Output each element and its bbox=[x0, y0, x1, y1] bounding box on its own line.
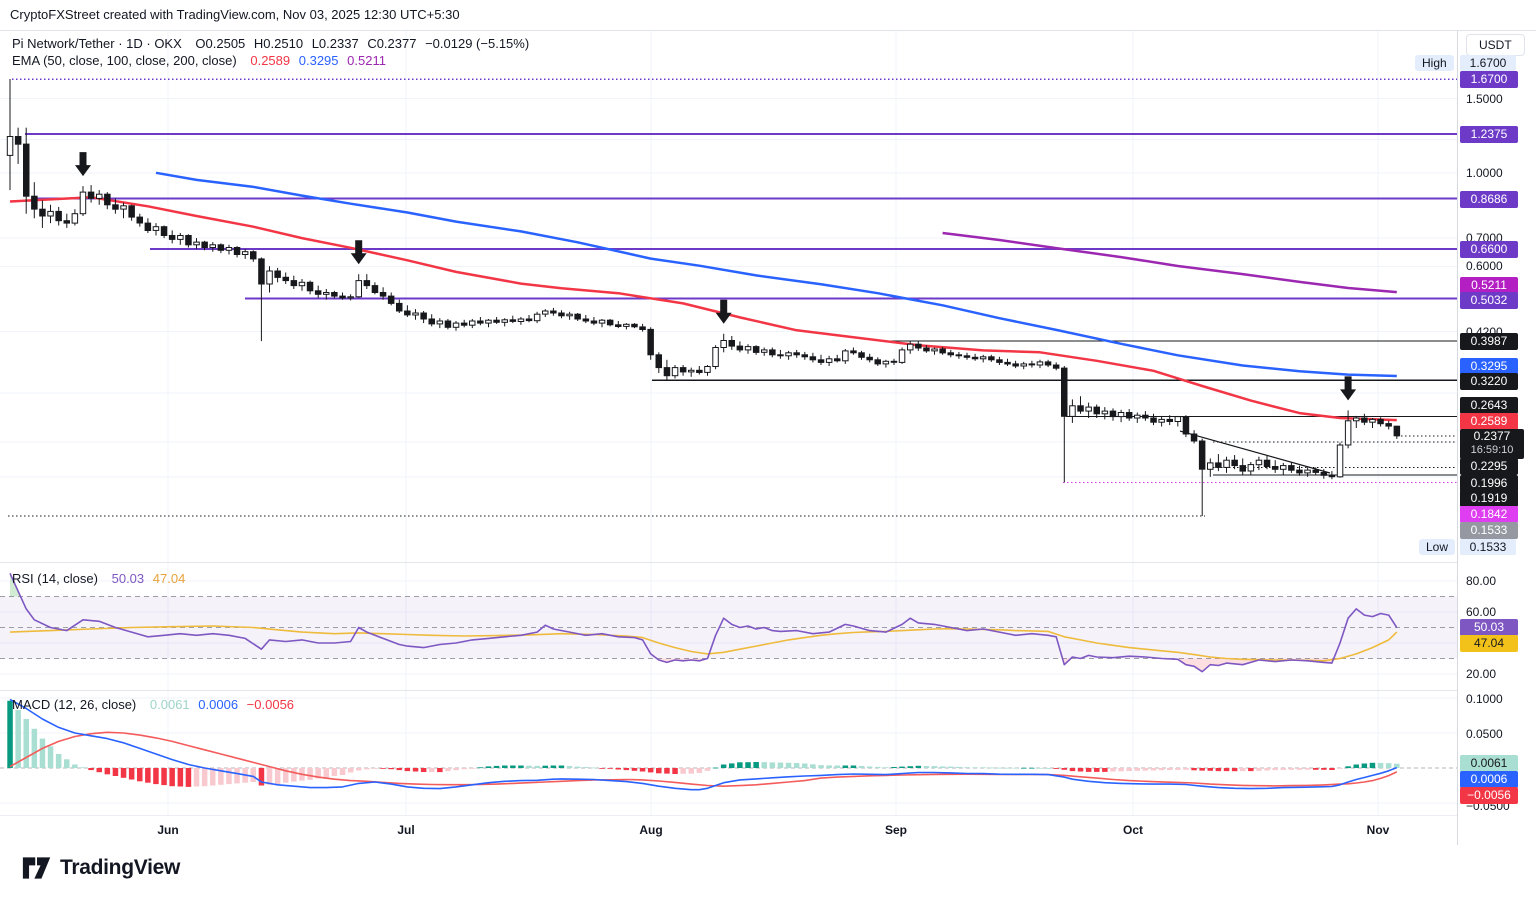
price-badge: 1.2375 bbox=[1460, 125, 1518, 143]
tradingview-mark-icon bbox=[22, 857, 51, 879]
down-arrow-icon bbox=[1340, 376, 1357, 401]
high-price-label: High bbox=[1415, 55, 1454, 71]
price-badge: 0.6600 bbox=[1460, 240, 1518, 258]
ema-row: EMA (50, close, 100, close, 200, close) … bbox=[12, 52, 534, 69]
rsi-ma-value: 47.04 bbox=[152, 571, 186, 586]
price-badge: 0.2377 16:59:10 bbox=[1460, 429, 1524, 459]
price-badge: 0.1919 bbox=[1460, 489, 1518, 507]
price-badge: 0.2589 bbox=[1460, 412, 1518, 430]
time-axis-label[interactable]: Nov bbox=[1366, 823, 1390, 837]
pane-separator-rsi[interactable] bbox=[0, 562, 1536, 563]
axis-price-label: 0.1000 bbox=[1466, 692, 1503, 706]
price-badge: 47.04 bbox=[1460, 634, 1518, 652]
symbol-title[interactable]: Pi Network/Tether · 1D · OKX bbox=[12, 36, 182, 51]
axis-price-label: 20.00 bbox=[1466, 667, 1497, 681]
macd-legend[interactable]: MACD (12, 26, close) 0.0061 0.0006 −0.00… bbox=[12, 696, 299, 713]
macd-histogram bbox=[7, 700, 1400, 787]
main-legend[interactable]: Pi Network/Tether · 1D · OKX O0.2505 H0.… bbox=[12, 35, 534, 69]
axis-price-label: 0.0500 bbox=[1466, 727, 1503, 741]
ohlc-low: L0.2337 bbox=[311, 36, 359, 51]
time-axis-label[interactable]: Aug bbox=[639, 823, 663, 837]
high-price-value: 1.6700 bbox=[1460, 55, 1516, 71]
pane-separator-macd[interactable] bbox=[0, 690, 1536, 691]
time-axis-label[interactable]: Jul bbox=[397, 823, 415, 837]
trendline bbox=[1179, 430, 1331, 474]
time-axis-label[interactable]: Jun bbox=[157, 823, 179, 837]
down-arrow-icon bbox=[350, 240, 367, 265]
price-badge: 0.0061 bbox=[1460, 754, 1518, 772]
price-badge: 0.8686 bbox=[1460, 190, 1518, 208]
macd-signal-value: −0.0056 bbox=[246, 697, 295, 712]
ema200-line bbox=[942, 231, 1397, 294]
price-badge: 0.3295 bbox=[1460, 357, 1518, 375]
axis-price-label: 60.00 bbox=[1466, 605, 1497, 619]
price-axis[interactable]: USDT 1.6700 0.1533 1.5000 1.0000 0.7000 0.6… bbox=[1457, 0, 1536, 845]
ema-label[interactable]: EMA (50, close, 100, close, 200, close) bbox=[12, 53, 237, 68]
price-badge: 0.2295 bbox=[1460, 457, 1518, 475]
price-badge: 1.6700 bbox=[1460, 70, 1518, 88]
rsi-line bbox=[9, 572, 1398, 673]
price-badge: 0.3220 bbox=[1460, 372, 1518, 390]
price-badge: 0.1996 bbox=[1460, 474, 1518, 492]
footer: TradingView bbox=[0, 846, 1536, 897]
ohlc-high: H0.2510 bbox=[253, 36, 304, 51]
price-levels bbox=[8, 78, 1457, 517]
price-badge: 0.2643 bbox=[1460, 396, 1518, 414]
low-price-value: 0.1533 bbox=[1460, 539, 1516, 555]
macd-signal-line bbox=[9, 731, 1398, 787]
change-value: −0.0129 (−5.15%) bbox=[425, 36, 530, 51]
ema200-value: 0.5211 bbox=[347, 53, 386, 68]
price-badge: 0.3987 bbox=[1460, 332, 1518, 350]
ema50-value: 0.2589 bbox=[250, 53, 291, 68]
ohlc-close: C0.2377 bbox=[367, 36, 417, 51]
ema100-value: 0.3295 bbox=[298, 53, 339, 68]
tradingview-brand-text: TradingView bbox=[60, 856, 181, 879]
down-arrow-markers bbox=[75, 152, 1357, 401]
rsi-legend[interactable]: RSI (14, close) 50.03 47.04 bbox=[12, 570, 190, 587]
header-bar: CryptoFXStreet created with TradingView.… bbox=[0, 0, 1536, 31]
ema50-line bbox=[9, 196, 1397, 422]
price-badge: 0.0006 bbox=[1460, 770, 1518, 788]
vertical-gridlines bbox=[167, 30, 1379, 815]
axis-price-label: 1.0000 bbox=[1466, 166, 1503, 180]
currency-toggle[interactable]: USDT bbox=[1466, 34, 1525, 56]
ema100-line bbox=[155, 171, 1397, 378]
macd-label[interactable]: MACD (12, 26, close) bbox=[12, 697, 137, 712]
rsi-ma-line bbox=[9, 625, 1398, 662]
down-arrow-icon bbox=[715, 299, 732, 324]
axis-price-label: 1.5000 bbox=[1466, 92, 1503, 106]
price-badge: 0.5211 bbox=[1460, 276, 1518, 294]
chart-canvas[interactable] bbox=[0, 0, 1457, 845]
symbol-row: Pi Network/Tether · 1D · OKX O0.2505 H0.… bbox=[12, 35, 534, 52]
price-badge: 0.1533 bbox=[1460, 521, 1518, 539]
price-badge: 0.1842 bbox=[1460, 505, 1518, 523]
time-axis[interactable]: Jun Jul Aug Sep Oct Nov bbox=[0, 815, 1536, 847]
tradingview-logo[interactable]: TradingView bbox=[22, 855, 180, 881]
price-badge: 50.03 bbox=[1460, 618, 1518, 636]
ohlc-open: O0.2505 bbox=[195, 36, 246, 51]
time-axis-label[interactable]: Sep bbox=[884, 823, 907, 837]
header-title: CryptoFXStreet created with TradingView.… bbox=[10, 7, 460, 22]
macd-line-value: 0.0006 bbox=[198, 697, 239, 712]
rsi-value: 50.03 bbox=[111, 571, 145, 586]
axis-price-label: 80.00 bbox=[1466, 574, 1497, 588]
candlesticks bbox=[6, 79, 1401, 516]
time-axis-label[interactable]: Oct bbox=[1122, 823, 1143, 837]
price-badge: 0.5032 bbox=[1460, 291, 1518, 309]
low-price-label: Low bbox=[1419, 539, 1456, 555]
macd-hist-value: 0.0061 bbox=[149, 697, 190, 712]
rsi-label[interactable]: RSI (14, close) bbox=[12, 571, 98, 586]
down-arrow-icon bbox=[75, 152, 91, 177]
axis-price-label: 0.6000 bbox=[1466, 259, 1503, 273]
macd-line bbox=[9, 698, 1398, 791]
price-badge: −0.0056 bbox=[1460, 786, 1518, 804]
